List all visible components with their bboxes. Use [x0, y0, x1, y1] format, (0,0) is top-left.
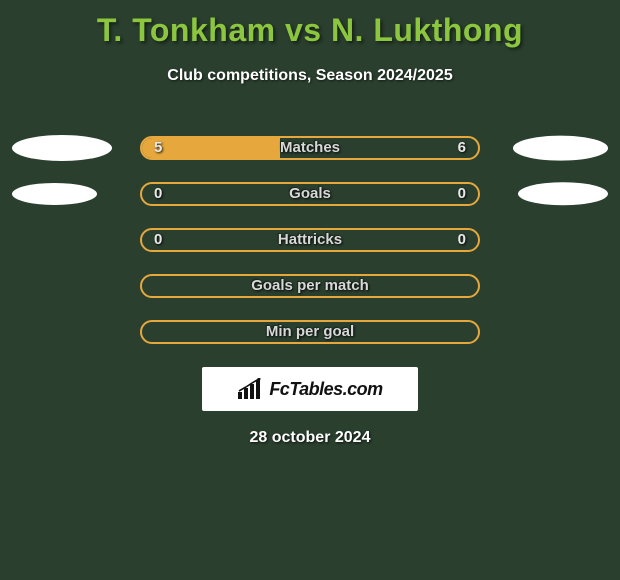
- page-title: T. Tonkham vs N. Lukthong: [0, 0, 620, 49]
- stat-bar: 56Matches: [140, 136, 480, 160]
- stat-value-left: 0: [154, 230, 162, 250]
- date-label: 28 october 2024: [0, 429, 620, 447]
- stat-value-left: 5: [154, 138, 162, 158]
- stat-label: Goals: [142, 184, 478, 204]
- stat-value-right: 0: [458, 230, 466, 250]
- logo-box: FcTables.com: [202, 367, 418, 411]
- stat-label: Min per goal: [142, 322, 478, 342]
- stat-value-left: 0: [154, 184, 162, 204]
- stat-row: 56Matches: [0, 125, 620, 171]
- stat-bar: Min per goal: [140, 320, 480, 344]
- logo-text: FcTables.com: [269, 379, 382, 400]
- subtitle: Club competitions, Season 2024/2025: [0, 67, 620, 85]
- bar-fill-left: [142, 138, 280, 158]
- stat-bar: 0 0Goals: [140, 182, 480, 206]
- stat-bar: 0 0Hattricks: [140, 228, 480, 252]
- comparison-rows: 56Matches00Goals00HattricksGoals per mat…: [0, 125, 620, 355]
- stat-row: Min per goal: [0, 309, 620, 355]
- fctables-chart-icon: [237, 378, 263, 400]
- stat-value-right: 6: [458, 138, 466, 158]
- stat-label: Goals per match: [142, 276, 478, 296]
- stat-value-right: 0: [458, 184, 466, 204]
- player-badge-right: [513, 136, 608, 161]
- stat-row: 0 0Goals: [0, 171, 620, 217]
- player-badge-left: [12, 135, 112, 161]
- stat-label: Hattricks: [142, 230, 478, 250]
- player-badge-left: [12, 183, 97, 205]
- stat-row: 0 0Hattricks: [0, 217, 620, 263]
- stat-bar: Goals per match: [140, 274, 480, 298]
- stat-row: Goals per match: [0, 263, 620, 309]
- player-badge-right: [518, 182, 608, 205]
- logo: FcTables.com: [237, 378, 382, 400]
